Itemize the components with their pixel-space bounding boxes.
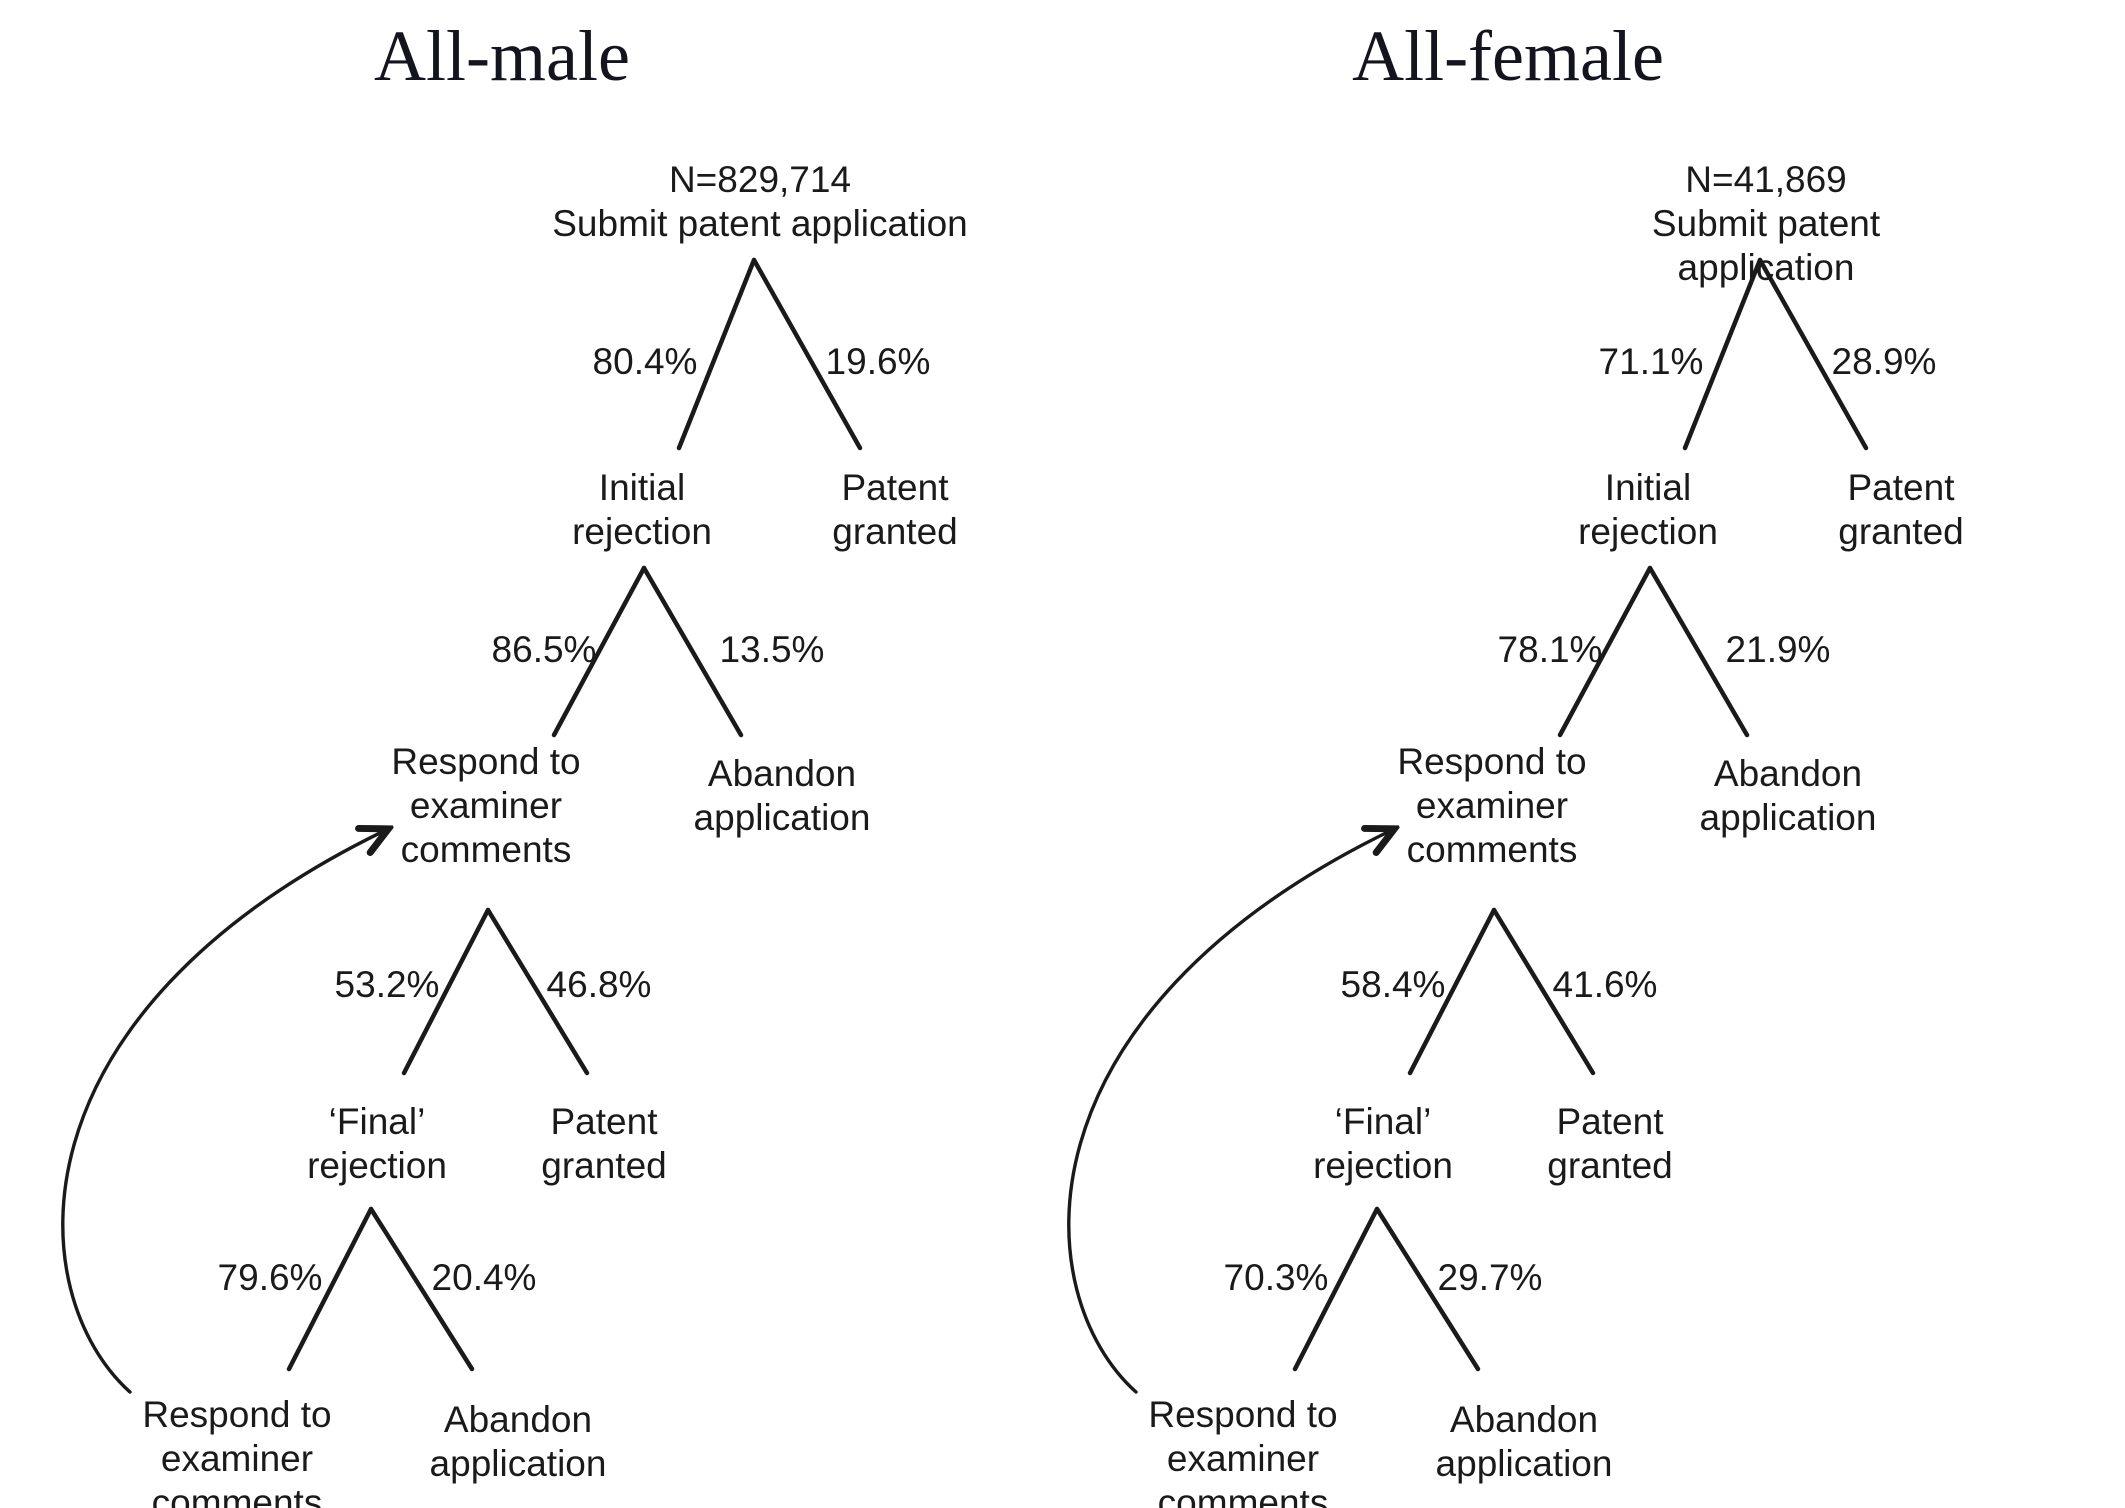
node-respond-comments-2-f: Respond to examiner comments <box>1148 1394 1338 1508</box>
branch-root-right-f <box>1757 257 1869 451</box>
node-abandon-application-2-f: Abandon application <box>1435 1399 1613 1484</box>
tree-title-all-female: All-female <box>1352 16 1664 96</box>
node-respond-comments-2-m: Respond to examiner comments <box>142 1394 332 1508</box>
branch-initial-right-f <box>1647 565 1750 738</box>
pct-patent-granted-1-f: 28.9% <box>1831 341 1937 382</box>
node-patent-granted-2-f: Patent granted <box>1547 1101 1673 1186</box>
pct-respond-comments-2-f: 70.3% <box>1223 1257 1329 1298</box>
node-abandon-application-1-f: Abandon application <box>1699 753 1877 838</box>
node-abandon-application-1-m: Abandon application <box>693 753 871 838</box>
branch-respond-left-f <box>1407 907 1497 1076</box>
node-submit-application-m: Submit patent application <box>552 203 968 244</box>
pct-respond-comments-2-m: 79.6% <box>217 1257 323 1298</box>
node-final-rejection-f: ‘Final’ rejection <box>1313 1101 1453 1186</box>
branch-final-right-f <box>1374 1206 1481 1372</box>
node-patent-granted-2-m: Patent granted <box>541 1101 667 1186</box>
pct-final-rejection-f: 58.4% <box>1340 964 1446 1005</box>
branch-final-right-m <box>368 1206 475 1372</box>
pct-patent-granted-1-m: 19.6% <box>825 341 931 382</box>
node-patent-granted-1-f: Patent granted <box>1838 467 1964 552</box>
node-initial-rejection-f: Initial rejection <box>1578 467 1718 552</box>
pct-abandon-2-f: 29.7% <box>1437 1257 1543 1298</box>
branch-root-left-m <box>676 257 757 451</box>
pct-initial-rejection-m: 80.4% <box>592 341 698 382</box>
branch-respond-right-f <box>1491 907 1596 1076</box>
pct-final-rejection-m: 53.2% <box>334 964 440 1005</box>
pct-abandon-2-m: 20.4% <box>431 1257 537 1298</box>
branch-respond-left-m <box>401 907 491 1076</box>
branch-respond-right-m <box>485 907 590 1076</box>
branch-initial-left-m <box>551 565 647 738</box>
pct-abandon-1-m: 13.5% <box>719 629 825 670</box>
loop-arrow-m <box>61 830 386 1394</box>
node-sample-size-m: N=829,714 <box>668 159 852 200</box>
branch-initial-right-m <box>641 565 744 738</box>
branch-initial-left-f <box>1557 565 1653 738</box>
node-abandon-application-2-m: Abandon application <box>429 1399 607 1484</box>
node-respond-comments-1-m: Respond to examiner comments <box>391 741 581 870</box>
branch-root-right-m <box>751 257 863 451</box>
pct-patent-granted-2-m: 46.8% <box>546 964 652 1005</box>
branch-final-left-f <box>1292 1206 1380 1372</box>
tree-title-all-male: All-male <box>374 16 630 96</box>
branch-root-left-f <box>1682 257 1763 451</box>
pct-patent-granted-2-f: 41.6% <box>1552 964 1658 1005</box>
node-final-rejection-m: ‘Final’ rejection <box>307 1101 447 1186</box>
loop-arrow-f <box>1067 830 1392 1394</box>
node-patent-granted-1-m: Patent granted <box>832 467 958 552</box>
pct-respond-comments-1-m: 86.5% <box>491 629 597 670</box>
pct-initial-rejection-f: 71.1% <box>1598 341 1704 382</box>
node-initial-rejection-m: Initial rejection <box>572 467 712 552</box>
pct-respond-comments-1-f: 78.1% <box>1497 629 1603 670</box>
node-submit-application-f: Submit patent application <box>1651 203 1881 288</box>
node-respond-comments-1-f: Respond to examiner comments <box>1397 741 1587 870</box>
node-sample-size-f: N=41,869 <box>1685 159 1847 200</box>
branch-final-left-m <box>286 1206 374 1372</box>
pct-abandon-1-f: 21.9% <box>1725 629 1831 670</box>
